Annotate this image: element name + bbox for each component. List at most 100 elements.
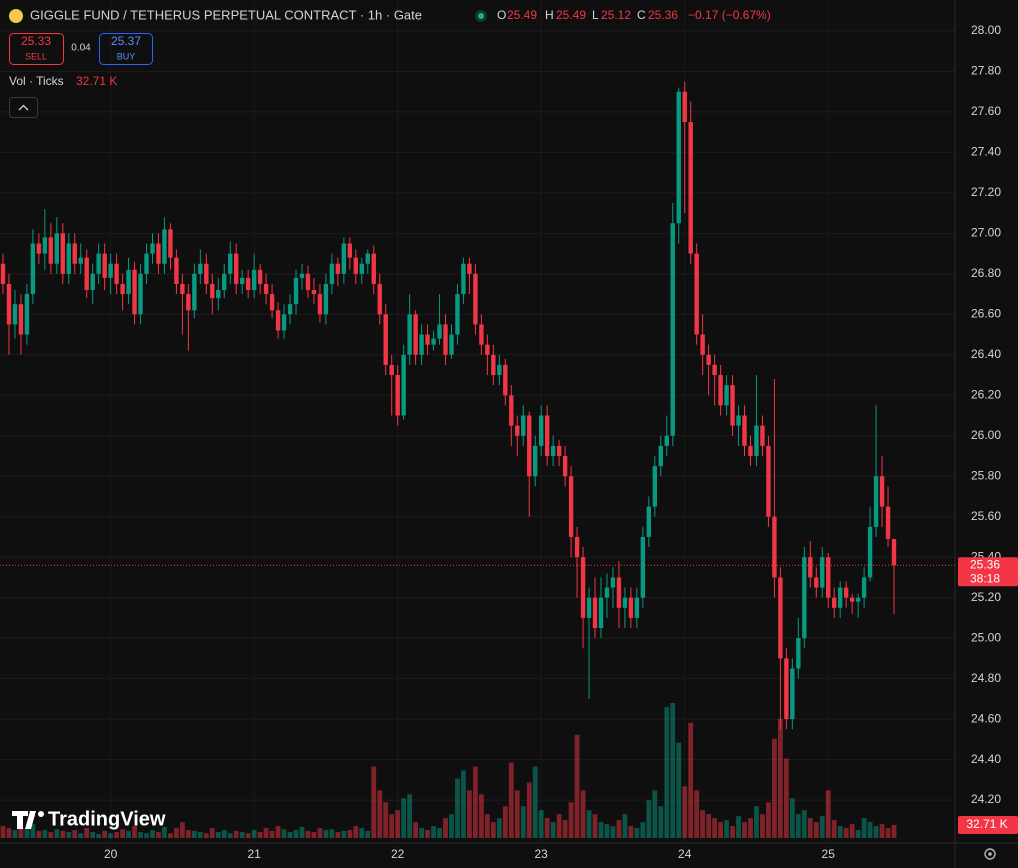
volume-bar xyxy=(867,822,873,838)
volume-bar xyxy=(168,833,173,838)
symbol-icon xyxy=(9,9,23,23)
y-tick-label: 27.20 xyxy=(971,185,1001,199)
candle-body xyxy=(156,243,161,264)
candle-body xyxy=(628,597,634,618)
volume-bar xyxy=(484,814,490,838)
candle-body xyxy=(706,354,711,365)
volume-bar xyxy=(562,820,568,838)
candle-body xyxy=(533,445,538,477)
volume-bar xyxy=(568,802,574,838)
volume-bar xyxy=(72,830,78,838)
volume-bar xyxy=(401,798,407,838)
candle-body xyxy=(335,263,341,274)
ohlc-label: H xyxy=(545,8,554,22)
collapse-button[interactable] xyxy=(9,97,38,118)
volume-bar xyxy=(395,810,401,838)
candle-body xyxy=(538,415,544,446)
volume-bar xyxy=(419,828,424,838)
candle-body xyxy=(736,415,741,426)
candle-body xyxy=(634,597,640,618)
candle-body xyxy=(527,415,532,477)
volume-value: 32.71 K xyxy=(76,74,117,88)
volume-bar xyxy=(48,832,54,838)
candle-body xyxy=(84,257,89,291)
volume-layer xyxy=(0,703,897,838)
candle-body xyxy=(6,283,12,325)
volume-bar xyxy=(120,829,125,838)
volume-bar xyxy=(185,830,191,838)
candle-body xyxy=(144,253,149,274)
volume-bar xyxy=(574,734,580,838)
volume-bar xyxy=(580,790,586,838)
candle-body xyxy=(353,257,359,274)
settings-icon[interactable] xyxy=(984,848,996,860)
volume-bar xyxy=(772,738,777,838)
candle-body xyxy=(311,290,317,295)
last-price-tag xyxy=(958,557,1018,587)
candle-body xyxy=(766,445,771,517)
volume-bar xyxy=(90,832,96,838)
y-tick-label: 27.00 xyxy=(971,226,1001,240)
candle-body xyxy=(389,364,394,376)
candle-body xyxy=(114,263,119,284)
volume-bar xyxy=(742,822,747,838)
x-tick-label: 21 xyxy=(247,847,261,861)
brand-logo-dot xyxy=(38,811,44,817)
x-tick-label: 20 xyxy=(104,847,118,861)
candle-body xyxy=(760,425,765,446)
volume-bar xyxy=(126,830,131,838)
y-tick-label: 25.60 xyxy=(971,509,1001,523)
candle-body xyxy=(820,557,825,588)
candle-body xyxy=(843,587,849,598)
candle-body xyxy=(383,314,388,365)
candle-body xyxy=(168,229,173,258)
volume-bar xyxy=(586,810,592,838)
volume-bar xyxy=(801,810,807,838)
volume-bar xyxy=(789,798,795,838)
candle-body xyxy=(521,415,526,436)
buy-button[interactable] xyxy=(99,33,153,65)
volume-bar xyxy=(664,706,670,838)
volume-bar xyxy=(807,818,813,838)
candle-body xyxy=(712,364,717,376)
candle-body xyxy=(162,229,167,264)
candle-body xyxy=(0,263,6,284)
volume-bar xyxy=(30,824,36,838)
candle-body xyxy=(78,257,83,264)
buy-label: BUY xyxy=(117,51,136,61)
candle-body xyxy=(544,415,550,456)
sell-price: 25.33 xyxy=(21,34,51,48)
volume-bar xyxy=(628,826,634,838)
candle-body xyxy=(503,364,508,396)
volume-bar xyxy=(162,826,167,838)
candle-body xyxy=(891,538,897,566)
volume-bar xyxy=(855,830,861,838)
sell-button[interactable] xyxy=(9,33,64,65)
candle-body xyxy=(90,273,95,291)
axes: 24.2024.4024.6024.8025.0025.2025.4025.60… xyxy=(0,23,1018,861)
candle-body xyxy=(245,277,251,291)
volume-bar xyxy=(670,703,676,838)
candle-body xyxy=(150,243,155,254)
candle-body xyxy=(879,476,885,507)
candle-body xyxy=(263,283,269,295)
candle-body xyxy=(814,577,819,588)
volume-bar xyxy=(311,832,317,838)
volume-bar xyxy=(179,822,185,838)
volume-bar xyxy=(365,830,371,838)
volume-bar xyxy=(42,830,48,838)
volume-bar xyxy=(873,826,879,838)
candle-body xyxy=(365,253,370,264)
volume-bar xyxy=(837,826,843,838)
volume-bar xyxy=(371,766,377,838)
volume-bar xyxy=(138,832,143,838)
volume-bar xyxy=(514,790,520,838)
y-tick-label: 24.40 xyxy=(971,752,1001,766)
candle-body xyxy=(192,273,197,311)
volume-bar xyxy=(532,766,538,838)
y-tick-label: 26.20 xyxy=(971,387,1001,401)
volume-bar xyxy=(760,814,765,838)
candle-body xyxy=(682,91,687,123)
candle-body xyxy=(670,223,675,436)
